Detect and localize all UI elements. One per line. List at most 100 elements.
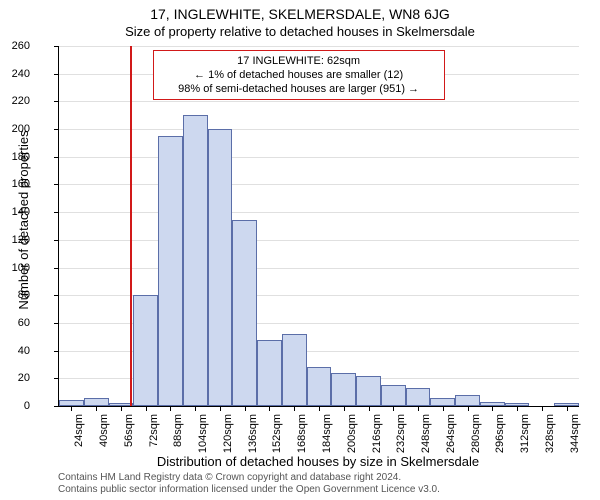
ytick-mark: [54, 101, 59, 102]
plot-area: 17 INGLEWHITE: 62sqm← 1% of detached hou…: [58, 46, 579, 407]
xtick-label: 120sqm: [223, 414, 234, 474]
footer-attribution: Contains HM Land Registry data © Crown c…: [58, 472, 440, 496]
ytick-mark: [54, 184, 59, 185]
ytick-label: 140: [0, 207, 30, 218]
ytick-label: 0: [0, 401, 30, 412]
title-sub: Size of property relative to detached ho…: [0, 24, 600, 39]
xtick-mark: [319, 406, 320, 411]
title-main: 17, INGLEWHITE, SKELMERSDALE, WN8 6JG: [0, 6, 600, 22]
xtick-label: 152sqm: [272, 414, 283, 474]
histogram-bar: [406, 388, 431, 406]
gridline-h: [59, 101, 579, 102]
ytick-label: 100: [0, 263, 30, 274]
ytick-mark: [54, 351, 59, 352]
ytick-label: 200: [0, 124, 30, 135]
ytick-label: 160: [0, 179, 30, 190]
xtick-mark: [344, 406, 345, 411]
callout-line-3: 98% of semi-detached houses are larger (…: [160, 82, 438, 96]
histogram-bar: [381, 385, 406, 406]
ytick-mark: [54, 129, 59, 130]
histogram-bar: [84, 398, 109, 406]
xtick-label: 280sqm: [471, 414, 482, 474]
ytick-label: 120: [0, 235, 30, 246]
xtick-label: 312sqm: [520, 414, 531, 474]
gridline-h: [59, 212, 579, 213]
ytick-mark: [54, 268, 59, 269]
xtick-label: 200sqm: [347, 414, 358, 474]
ytick-mark: [54, 295, 59, 296]
xtick-mark: [517, 406, 518, 411]
xtick-mark: [418, 406, 419, 411]
xtick-label: 248sqm: [421, 414, 432, 474]
gridline-h: [59, 240, 579, 241]
callout-line-1: 17 INGLEWHITE: 62sqm: [160, 54, 438, 68]
xtick-mark: [269, 406, 270, 411]
xtick-label: 184sqm: [322, 414, 333, 474]
xtick-mark: [146, 406, 147, 411]
xtick-mark: [294, 406, 295, 411]
xtick-mark: [542, 406, 543, 411]
callout-line-2: ← 1% of detached houses are smaller (12): [160, 68, 438, 82]
xtick-mark: [369, 406, 370, 411]
ytick-mark: [54, 323, 59, 324]
ytick-label: 240: [0, 69, 30, 80]
xtick-label: 216sqm: [372, 414, 383, 474]
histogram-bar: [455, 395, 480, 406]
histogram-bar: [158, 136, 183, 406]
xtick-mark: [245, 406, 246, 411]
gridline-h: [59, 46, 579, 47]
ytick-label: 80: [0, 290, 30, 301]
xtick-label: 264sqm: [446, 414, 457, 474]
histogram-bar: [133, 295, 158, 406]
ytick-label: 260: [0, 41, 30, 52]
ytick-label: 220: [0, 96, 30, 107]
footer-line-2: Contains public sector information licen…: [58, 484, 440, 496]
property-marker-line: [130, 46, 132, 406]
xtick-mark: [567, 406, 568, 411]
xtick-mark: [492, 406, 493, 411]
xtick-label: 296sqm: [495, 414, 506, 474]
xtick-mark: [170, 406, 171, 411]
xtick-label: 72sqm: [149, 414, 160, 474]
ytick-mark: [54, 157, 59, 158]
xtick-label: 328sqm: [545, 414, 556, 474]
gridline-h: [59, 268, 579, 269]
ytick-mark: [54, 74, 59, 75]
ytick-label: 180: [0, 152, 30, 163]
histogram-bar: [356, 376, 381, 406]
xtick-label: 136sqm: [248, 414, 259, 474]
xtick-label: 104sqm: [198, 414, 209, 474]
ytick-label: 20: [0, 373, 30, 384]
xtick-label: 40sqm: [99, 414, 110, 474]
histogram-bar: [282, 334, 307, 406]
histogram-bar: [307, 367, 332, 406]
xtick-mark: [393, 406, 394, 411]
xtick-label: 88sqm: [173, 414, 184, 474]
ytick-label: 60: [0, 318, 30, 329]
xtick-label: 24sqm: [74, 414, 85, 474]
callout-box: 17 INGLEWHITE: 62sqm← 1% of detached hou…: [153, 50, 445, 100]
histogram-bar: [257, 340, 282, 406]
histogram-bar: [232, 220, 257, 406]
gridline-h: [59, 184, 579, 185]
ytick-mark: [54, 406, 59, 407]
ytick-label: 40: [0, 346, 30, 357]
ytick-mark: [54, 212, 59, 213]
xtick-mark: [443, 406, 444, 411]
gridline-h: [59, 157, 579, 158]
ytick-mark: [54, 378, 59, 379]
xtick-mark: [121, 406, 122, 411]
histogram-bar: [208, 129, 233, 406]
xtick-mark: [71, 406, 72, 411]
xtick-mark: [96, 406, 97, 411]
xtick-label: 344sqm: [570, 414, 581, 474]
xtick-label: 168sqm: [297, 414, 308, 474]
xtick-label: 232sqm: [396, 414, 407, 474]
histogram-bar: [331, 373, 356, 406]
histogram-bar: [183, 115, 208, 406]
xtick-mark: [220, 406, 221, 411]
ytick-mark: [54, 240, 59, 241]
xtick-mark: [195, 406, 196, 411]
ytick-mark: [54, 46, 59, 47]
gridline-h: [59, 129, 579, 130]
